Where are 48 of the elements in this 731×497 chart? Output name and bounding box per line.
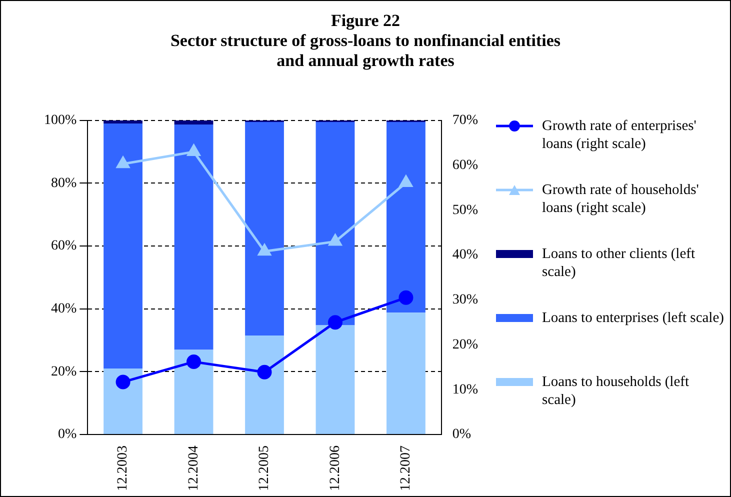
point xyxy=(400,176,412,188)
legend-label: Loans to enterprises (left scale) xyxy=(542,310,724,326)
bar xyxy=(174,120,214,124)
point xyxy=(258,244,271,256)
chart-subtitle: Sector structure of gross-loans to nonfinancial entities and annual growth rates xyxy=(169,31,562,71)
bar xyxy=(104,124,142,369)
x-tick-label: 12.2003 xyxy=(116,446,131,491)
legend-label: Growth rate of households' loans (right scale) xyxy=(542,182,699,216)
bar xyxy=(316,325,355,434)
y2-tick-label: 30% xyxy=(452,292,478,308)
point xyxy=(187,144,200,156)
bar xyxy=(174,124,214,350)
point xyxy=(116,156,130,168)
x-tick-label: 12.2007 xyxy=(398,446,414,491)
y-tick-label: 40% xyxy=(50,302,77,317)
x-tick-label: 12.2005 xyxy=(257,446,272,491)
y2-tick-label: 20% xyxy=(452,337,478,352)
y2-tick-label: 0% xyxy=(452,427,472,442)
y2-tick-label: 60% xyxy=(452,158,478,173)
point xyxy=(186,354,202,370)
point xyxy=(116,374,130,390)
legend-label: Loans to other clients (left scale) xyxy=(542,246,696,280)
bar xyxy=(386,122,426,313)
point xyxy=(398,290,414,305)
y2-tick-label: 40% xyxy=(452,248,478,263)
bar xyxy=(316,122,355,326)
legend-label: Loans to households (left scale) xyxy=(542,374,689,408)
y2-tick-label: 70% xyxy=(452,113,478,128)
y-tick-label: 20% xyxy=(50,364,77,380)
point xyxy=(328,234,342,246)
bar xyxy=(104,120,142,124)
y2-tick-label: 50% xyxy=(452,202,478,218)
y-tick-label: 100% xyxy=(44,113,77,128)
legend-label: Growth rate of enterprises' loans (right scale) xyxy=(542,118,696,152)
bar xyxy=(245,122,284,336)
bar xyxy=(386,312,426,434)
point xyxy=(257,364,272,380)
bar xyxy=(104,368,142,434)
y-tick-label: 60% xyxy=(50,238,77,254)
bar xyxy=(174,350,214,434)
point xyxy=(328,315,342,330)
bar xyxy=(245,336,284,434)
x-tick-label: 12.2006 xyxy=(328,446,343,491)
y-tick-label: 0% xyxy=(58,427,77,442)
x-tick-label: 12.2004 xyxy=(186,446,202,491)
y-tick-label: 80% xyxy=(50,176,77,191)
chart-title: Figure 22 xyxy=(330,11,402,31)
y2-tick-label: 10% xyxy=(452,382,478,398)
